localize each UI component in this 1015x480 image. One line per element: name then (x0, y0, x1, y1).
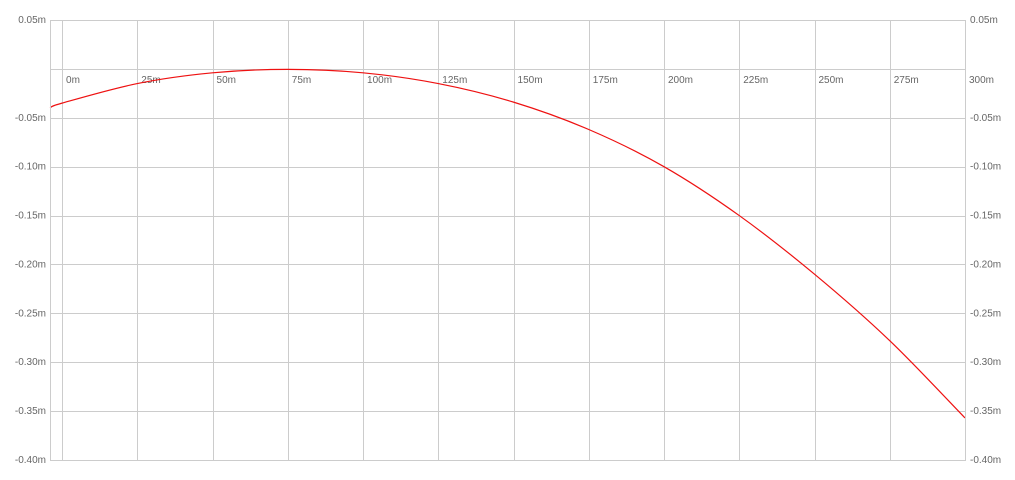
y-tick-label-left: -0.35m (15, 406, 46, 417)
x-tick-label: 175m (593, 75, 618, 86)
y-tick-label-left: 0.05m (18, 15, 46, 26)
y-tick-label-right: 0.05m (970, 15, 998, 26)
x-tick-label: 225m (743, 75, 768, 86)
x-tick-label: 125m (442, 75, 467, 86)
y-tick-label-left: -0.05m (15, 113, 46, 124)
x-tick-label: 300m (969, 75, 994, 86)
trajectory-series-line (49, 68, 966, 419)
plot-frame (50, 20, 966, 461)
y-tick-label-left: -0.15m (15, 211, 46, 222)
x-tick-label: 0m (66, 75, 80, 86)
y-tick-label-left: -0.40m (15, 455, 46, 466)
x-tick-label: 100m (367, 75, 392, 86)
y-tick-label-right: -0.40m (970, 455, 1001, 466)
tick-labels: 0.05m 0.05m -0.05m -0.05m -0.10m -0.10m -0.15m… (15, 15, 1001, 466)
series-layer (49, 68, 966, 419)
x-tick-label: 275m (894, 75, 919, 86)
y-tick-label-left: -0.30m (15, 357, 46, 368)
y-tick-label-left: -0.10m (15, 162, 46, 173)
y-tick-label-right: -0.30m (970, 357, 1001, 368)
x-tick-label: 50m (217, 75, 236, 86)
y-tick-label-right: -0.15m (970, 211, 1001, 222)
x-tick-label: 150m (518, 75, 543, 86)
y-tick-label-right: -0.35m (970, 406, 1001, 417)
y-tick-label-right: -0.05m (970, 113, 1001, 124)
y-tick-label-right: -0.10m (970, 162, 1001, 173)
x-tick-label: 250m (819, 75, 844, 86)
grid (50, 20, 965, 461)
y-tick-label-left: -0.25m (15, 308, 46, 319)
x-tick-label: 75m (292, 75, 311, 86)
y-tick-label-left: -0.20m (15, 259, 46, 270)
y-tick-label-right: -0.25m (970, 308, 1001, 319)
y-tick-label-right: -0.20m (970, 259, 1001, 270)
x-tick-label: 200m (668, 75, 693, 86)
